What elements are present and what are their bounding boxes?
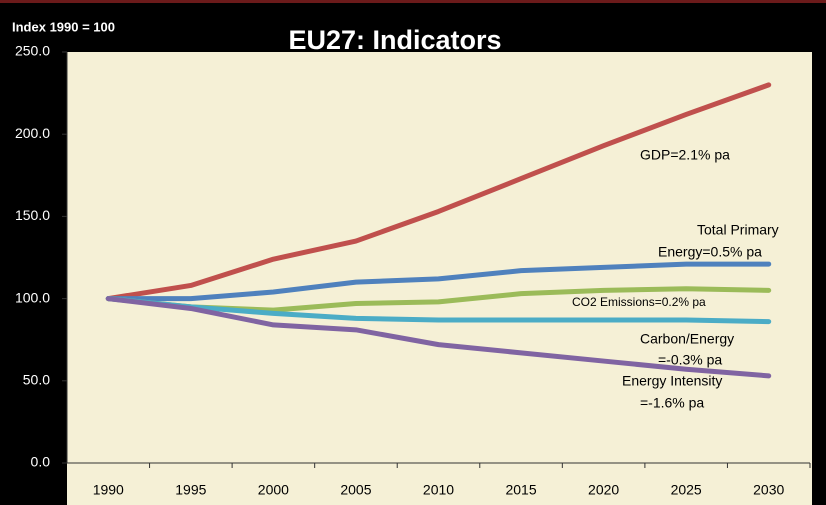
x-tick-label: 2000 — [258, 482, 289, 498]
annotation: Carbon/Energy — [640, 331, 734, 347]
top-border — [0, 0, 826, 3]
x-tick-label: 2005 — [340, 482, 371, 498]
y-tick-label: 0.0 — [31, 454, 51, 470]
axis-label: Index 1990 = 100 — [12, 19, 115, 34]
y-tick-label: 50.0 — [23, 372, 50, 388]
x-tick-label: 1990 — [93, 482, 124, 498]
annotation: Total Primary — [697, 222, 779, 238]
x-tick-label: 1995 — [175, 482, 206, 498]
annotation: =-1.6% pa — [640, 395, 704, 411]
series-line — [105, 296, 772, 325]
annotation: =-0.3% pa — [658, 352, 722, 368]
series-line — [105, 261, 772, 302]
x-tick-label: 2020 — [588, 482, 619, 498]
x-tick-label: 2015 — [505, 482, 536, 498]
annotation: GDP=2.1% pa — [640, 147, 730, 163]
x-tick-label: 2025 — [671, 482, 702, 498]
annotation: Energy Intensity — [622, 373, 722, 389]
x-tick-label: 2010 — [423, 482, 454, 498]
y-tick-label: 150.0 — [15, 207, 50, 223]
series-line — [105, 296, 772, 379]
y-tick-label: 100.0 — [15, 289, 50, 305]
series-line — [105, 82, 772, 302]
chart-title: EU27: Indicators — [288, 25, 501, 55]
annotation: CO2 Emissions=0.2% pa — [572, 295, 706, 309]
x-tick-label: 2030 — [753, 482, 784, 498]
annotation: Energy=0.5% pa — [658, 244, 762, 260]
y-tick-label: 250.0 — [15, 43, 50, 59]
y-tick-label: 200.0 — [15, 125, 50, 141]
